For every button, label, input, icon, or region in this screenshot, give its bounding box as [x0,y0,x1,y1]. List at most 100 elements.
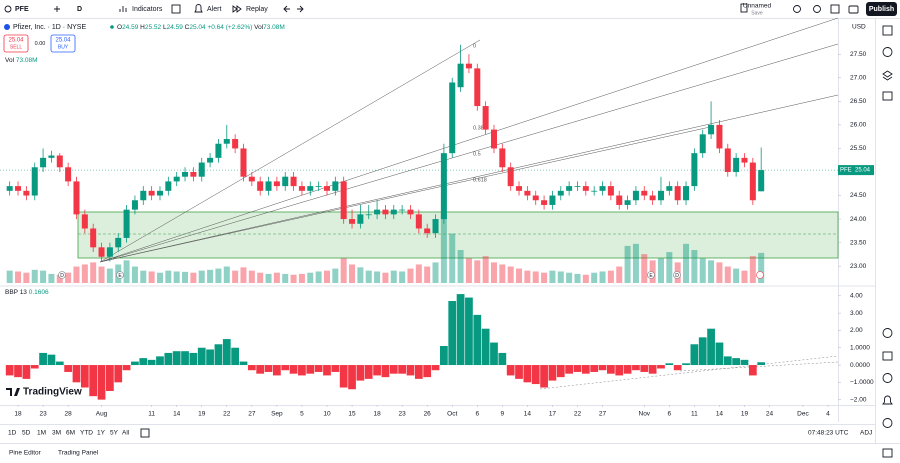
bbp-bar [231,347,240,366]
bbp-bar [581,365,590,374]
event-label[interactable]: D [60,273,64,279]
snapshot-icon[interactable] [848,5,859,14]
candle-body [223,139,230,144]
event-marker[interactable] [673,271,681,279]
h-value: 25.52 [145,24,162,31]
event-label[interactable]: D [675,273,679,279]
candle-body [741,157,748,163]
buy-button[interactable] [50,34,76,53]
event-marker[interactable] [647,271,655,279]
bbp-bar [181,351,189,366]
range-button[interactable]: 3M [52,430,61,437]
x-tick-label: 14 [173,411,181,418]
volume-bar [457,250,464,283]
ideas-icon[interactable] [882,373,893,383]
fan-line[interactable] [99,126,711,263]
news-icon[interactable] [882,91,893,101]
watchlist-icon[interactable] [882,25,893,36]
tab[interactable]: Pine Editor [9,450,42,457]
symbol-name[interactable]: Pfizer, Inc. · 1D · NYSE [13,24,86,31]
fullscreen-icon[interactable] [830,4,840,14]
bbp-bar [289,365,298,374]
replay[interactable]: Replay [246,6,268,13]
panel-icon[interactable] [882,448,893,458]
tab[interactable]: Trading Panel [58,450,99,457]
publish-label[interactable]: Publish [869,6,894,13]
help-icon[interactable] [882,418,893,428]
bbp-value: 0.1606 [29,289,49,296]
alerts-icon[interactable] [882,47,893,57]
volume-bar [365,270,372,283]
indicators-icon[interactable] [119,6,127,12]
bbp-bar [206,349,214,366]
range-button[interactable]: 1M [37,430,46,437]
range-button[interactable]: 5Y [110,430,119,437]
fan-line[interactable] [99,94,839,263]
range-button[interactable]: 5D [22,430,31,437]
layout-file-icon[interactable] [740,3,748,13]
price-tag [838,165,874,176]
bbp-bar [164,352,173,366]
alert-icon[interactable] [194,4,203,13]
range-button[interactable]: 1Y [97,430,106,437]
interval[interactable]: D [77,6,82,13]
quick-search-icon[interactable] [793,5,801,13]
bbp-bar [197,347,206,366]
event-marker[interactable] [58,271,66,279]
sell-button[interactable] [3,34,29,53]
fan-line[interactable] [99,39,481,263]
y-tick-label: 23.50 [850,239,867,246]
layout-name[interactable]: Unnamed [743,3,772,10]
candle-body [15,186,22,191]
dividend-marker[interactable] [756,271,764,279]
support-zone[interactable] [77,211,839,259]
bbp-trendline[interactable] [539,355,839,390]
candle-body [390,209,397,215]
event-marker[interactable] [116,271,124,279]
volume-bar [156,272,163,283]
logo-text: TradingView [23,387,82,398]
volume-bar [182,271,189,283]
indicators[interactable]: Indicators [132,6,163,13]
undo-icon[interactable] [283,5,290,13]
layout-icon[interactable] [171,4,181,14]
alert[interactable]: Alert [207,6,221,13]
candle-body [365,214,372,216]
redo-icon[interactable] [297,5,304,13]
replay-icon[interactable] [232,5,242,13]
publish-button[interactable] [866,2,897,16]
bbp-bar [490,342,498,366]
fan-line[interactable] [99,17,839,263]
x-tick-label: 19 [741,411,749,418]
adj-toggle[interactable]: ADJ [860,430,872,437]
buy-label[interactable]: BUY [58,44,69,50]
range-button[interactable]: YTD [80,430,93,437]
target-icon[interactable] [882,328,893,338]
range-button[interactable]: All [122,430,130,437]
notifications-icon[interactable] [882,395,893,405]
event-label[interactable]: E [649,273,653,279]
bbp-bar [673,365,682,371]
fan-line[interactable] [99,43,839,263]
event-label[interactable]: E [118,273,122,279]
compare-icon[interactable] [54,6,60,12]
candle-body [298,186,305,191]
calendar-icon[interactable] [882,351,893,361]
volume-bar [465,258,472,283]
sell-label[interactable]: SELL [10,44,22,50]
bbp-bar [740,359,749,366]
range-button[interactable]: 6M [66,430,75,437]
search-icon[interactable] [4,5,12,13]
bbp-bar [398,365,407,374]
date-range-icon[interactable] [140,428,150,438]
range-button[interactable]: 1D [8,430,17,437]
bbp-bar [106,365,114,391]
symbol[interactable]: PFE [15,6,29,13]
buy-price[interactable]: 25.04 [55,38,71,44]
bbp-bar [548,365,557,381]
top-toolbar: PFE D Indicators Alert Replay Unnamed Sa… [0,2,900,19]
bbp-bar [506,365,515,376]
layers-icon[interactable] [882,70,893,81]
sell-price[interactable]: 25.04 [8,38,24,44]
settings-icon[interactable] [813,5,821,13]
